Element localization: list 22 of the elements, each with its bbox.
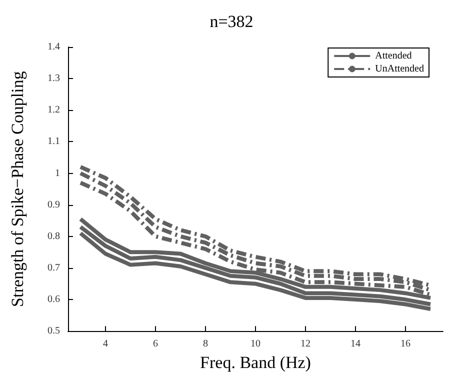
y-tick-label: 0.5 xyxy=(48,326,60,337)
y-tick-label: 1 xyxy=(55,168,60,179)
y-tick-label: 1.1 xyxy=(48,136,60,148)
x-axis-title: Freq. Band (Hz) xyxy=(200,353,311,372)
x-tick-label: 16 xyxy=(400,338,410,350)
x-tick-label: 4 xyxy=(103,338,108,350)
y-tick-label: 1.3 xyxy=(48,73,60,84)
chart-title: n=382 xyxy=(210,12,254,31)
x-tick-label: 12 xyxy=(300,338,310,350)
y-tick-label: 1.2 xyxy=(48,104,60,116)
x-tick-label: 8 xyxy=(203,338,208,350)
x-tick-label: 14 xyxy=(350,338,360,350)
y-tick-label: 0.9 xyxy=(48,199,60,210)
y-tick-label: 0.7 xyxy=(48,262,60,274)
y-tick-label: 1.4 xyxy=(48,42,60,52)
x-tick-label: 10 xyxy=(250,338,260,350)
y-axis-title: Strength of Spike−Phase Coupling xyxy=(8,70,27,307)
x-tick-label: 6 xyxy=(153,338,158,350)
legend-label: UnAttended xyxy=(375,64,424,74)
legend-label: Attended xyxy=(375,50,412,62)
y-tick-label: 0.6 xyxy=(48,294,60,306)
y-tick-label: 0.8 xyxy=(48,230,60,242)
